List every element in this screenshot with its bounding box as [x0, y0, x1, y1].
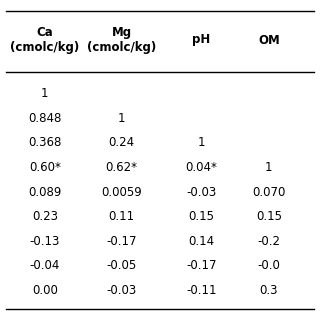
Text: 0.15: 0.15: [188, 210, 215, 223]
Text: 0.23: 0.23: [32, 210, 58, 223]
Text: 1: 1: [198, 136, 205, 149]
Text: 0.3: 0.3: [260, 284, 278, 297]
Text: 0.15: 0.15: [256, 210, 282, 223]
Text: -0.04: -0.04: [30, 259, 60, 272]
Text: -0.17: -0.17: [106, 235, 137, 248]
Text: -0.03: -0.03: [107, 284, 137, 297]
Text: 1: 1: [41, 87, 49, 100]
Text: 0.070: 0.070: [252, 186, 285, 198]
Text: 0.11: 0.11: [108, 210, 135, 223]
Text: Mg
(cmolc/kg): Mg (cmolc/kg): [87, 26, 156, 54]
Text: OM: OM: [258, 34, 280, 46]
Text: 0.368: 0.368: [28, 136, 61, 149]
Text: 1: 1: [265, 161, 273, 174]
Text: -0.13: -0.13: [30, 235, 60, 248]
Text: 0.60*: 0.60*: [29, 161, 61, 174]
Text: 1: 1: [118, 112, 125, 125]
Text: pH: pH: [192, 34, 211, 46]
Text: -0.0: -0.0: [257, 259, 280, 272]
Text: -0.17: -0.17: [186, 259, 217, 272]
Text: -0.11: -0.11: [186, 284, 217, 297]
Text: -0.03: -0.03: [187, 186, 217, 198]
Text: 0.848: 0.848: [28, 112, 61, 125]
Text: -0.05: -0.05: [107, 259, 137, 272]
Text: 0.089: 0.089: [28, 186, 61, 198]
Text: 0.62*: 0.62*: [106, 161, 138, 174]
Text: -0.2: -0.2: [257, 235, 280, 248]
Text: 0.00: 0.00: [32, 284, 58, 297]
Text: 0.04*: 0.04*: [186, 161, 218, 174]
Text: Ca
(cmolc/kg): Ca (cmolc/kg): [10, 26, 79, 54]
Text: 0.0059: 0.0059: [101, 186, 142, 198]
Text: 0.14: 0.14: [188, 235, 215, 248]
Text: 0.24: 0.24: [108, 136, 135, 149]
